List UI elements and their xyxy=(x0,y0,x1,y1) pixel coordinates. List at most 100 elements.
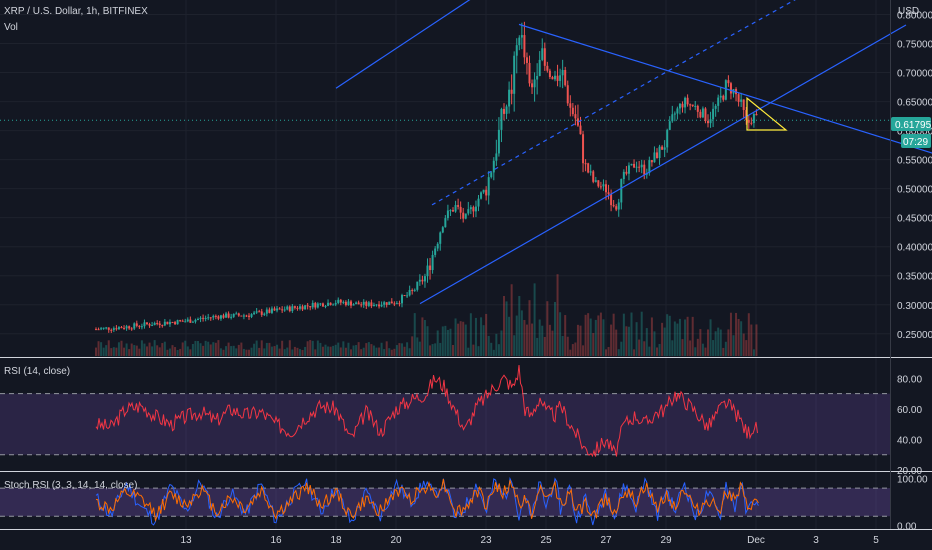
rsi-pane[interactable] xyxy=(0,364,890,458)
candle-body[interactable] xyxy=(439,232,442,244)
candle-body[interactable] xyxy=(423,276,426,282)
candle-body[interactable] xyxy=(390,301,393,304)
candle-body[interactable] xyxy=(582,134,585,164)
candle-body[interactable] xyxy=(189,319,192,323)
candle-body[interactable] xyxy=(747,119,750,123)
candle-body[interactable] xyxy=(538,59,541,76)
candle-body[interactable] xyxy=(531,83,534,88)
trendline[interactable] xyxy=(335,0,606,89)
candle-body[interactable] xyxy=(276,308,279,311)
candle-body[interactable] xyxy=(671,114,674,122)
candle-body[interactable] xyxy=(153,323,156,326)
rsi-title[interactable]: RSI (14, close) xyxy=(4,366,70,377)
candle-body[interactable] xyxy=(612,205,615,207)
candle-body[interactable] xyxy=(327,302,330,306)
candle-body[interactable] xyxy=(559,75,562,81)
candle-body[interactable] xyxy=(413,289,416,291)
candle-body[interactable] xyxy=(429,265,432,271)
candle-body[interactable] xyxy=(278,308,281,310)
candle-body[interactable] xyxy=(135,323,138,326)
candle-body[interactable] xyxy=(541,48,544,60)
candle-body[interactable] xyxy=(194,319,197,322)
candle-body[interactable] xyxy=(107,327,110,330)
candle-body[interactable] xyxy=(301,306,304,310)
candle-body[interactable] xyxy=(480,192,483,199)
candle-body[interactable] xyxy=(156,323,159,325)
candle-body[interactable] xyxy=(602,184,605,187)
candle-body[interactable] xyxy=(123,327,126,329)
candle-body[interactable] xyxy=(515,45,518,56)
candle-body[interactable] xyxy=(571,107,574,115)
candle-body[interactable] xyxy=(554,75,556,80)
candle-body[interactable] xyxy=(385,302,388,305)
candle-body[interactable] xyxy=(250,314,253,317)
candle-body[interactable] xyxy=(638,166,641,168)
candle-body[interactable] xyxy=(291,306,294,312)
candle-body[interactable] xyxy=(133,323,136,329)
candle-body[interactable] xyxy=(709,119,712,124)
candle-body[interactable] xyxy=(120,327,123,329)
candle-body[interactable] xyxy=(678,103,681,109)
candle-body[interactable] xyxy=(696,105,699,112)
candle-body[interactable] xyxy=(566,85,569,104)
stoch-rsi-title[interactable]: Stoch RSI (3, 3, 14, 14, close) xyxy=(4,480,137,491)
candle-body[interactable] xyxy=(344,301,347,306)
candle-body[interactable] xyxy=(383,302,386,305)
candle-body[interactable] xyxy=(495,153,498,161)
candle-body[interactable] xyxy=(110,329,113,331)
candle-body[interactable] xyxy=(576,118,579,126)
candle-body[interactable] xyxy=(102,327,105,329)
candle-body[interactable] xyxy=(253,312,256,315)
candle-body[interactable] xyxy=(367,302,370,306)
candle-body[interactable] xyxy=(584,163,587,165)
candle-body[interactable] xyxy=(204,317,207,319)
candle-body[interactable] xyxy=(105,327,108,329)
candle-body[interactable] xyxy=(701,108,704,118)
candle-body[interactable] xyxy=(482,189,485,193)
candle-body[interactable] xyxy=(640,164,643,168)
candle-body[interactable] xyxy=(393,303,396,305)
candle-body[interactable] xyxy=(525,57,528,63)
candle-body[interactable] xyxy=(681,103,684,108)
candle-body[interactable] xyxy=(691,104,694,106)
candle-body[interactable] xyxy=(184,321,187,323)
trendlines[interactable] xyxy=(335,0,932,305)
candle-body[interactable] xyxy=(255,311,258,313)
candle-body[interactable] xyxy=(717,97,720,106)
candle-body[interactable] xyxy=(462,212,465,219)
candle-body[interactable] xyxy=(342,301,345,303)
candle-body[interactable] xyxy=(219,315,222,319)
candle-body[interactable] xyxy=(449,210,452,212)
candle-body[interactable] xyxy=(240,315,243,317)
candle-body[interactable] xyxy=(212,315,215,318)
candle-body[interactable] xyxy=(551,77,554,80)
candle-body[interactable] xyxy=(500,108,503,130)
candle-body[interactable] xyxy=(416,281,419,290)
trendline[interactable] xyxy=(419,24,907,305)
candle-body[interactable] xyxy=(191,321,194,323)
candle-body[interactable] xyxy=(378,304,381,307)
candle-body[interactable] xyxy=(401,295,403,304)
candle-body[interactable] xyxy=(508,89,511,107)
candle-body[interactable] xyxy=(202,317,205,319)
candle-body[interactable] xyxy=(719,95,722,98)
candle-body[interactable] xyxy=(237,313,240,316)
candle-body[interactable] xyxy=(146,322,148,325)
candle-body[interactable] xyxy=(689,104,692,106)
candle-body[interactable] xyxy=(589,171,592,173)
candle-body[interactable] xyxy=(115,328,118,330)
candle-body[interactable] xyxy=(128,326,131,329)
candle-body[interactable] xyxy=(321,303,324,307)
candle-body[interactable] xyxy=(258,311,261,313)
candle-body[interactable] xyxy=(288,306,291,312)
candle-body[interactable] xyxy=(518,37,521,46)
candle-body[interactable] xyxy=(446,210,449,219)
candle-body[interactable] xyxy=(166,321,169,325)
candle-body[interactable] xyxy=(643,164,646,175)
candle-body[interactable] xyxy=(293,306,296,308)
candle-body[interactable] xyxy=(332,304,335,306)
symbol-title[interactable]: XRP / U.S. Dollar, 1h, BITFINEX xyxy=(4,6,148,17)
candle-body[interactable] xyxy=(296,307,299,309)
candle-body[interactable] xyxy=(467,209,470,214)
candle-body[interactable] xyxy=(742,99,745,111)
